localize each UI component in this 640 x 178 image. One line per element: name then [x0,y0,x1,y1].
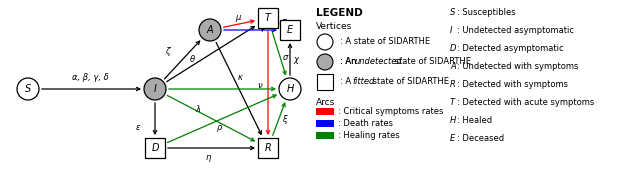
Text: I: I [450,26,452,35]
Circle shape [317,54,333,70]
Text: E: E [450,134,455,143]
Text: H: H [286,84,294,94]
Text: D: D [450,44,456,53]
Text: : Detected with acute symptoms: : Detected with acute symptoms [457,98,595,107]
Text: : Deceased: : Deceased [457,134,504,143]
Text: D: D [151,143,159,153]
Circle shape [144,78,166,100]
Circle shape [317,34,333,50]
Text: κ: κ [237,74,243,82]
Text: : Undetected asymptomatic: : Undetected asymptomatic [457,26,574,35]
Text: E: E [287,25,293,35]
Text: S: S [450,8,456,17]
Bar [316,108,334,115]
Text: : Death rates: : Death rates [338,119,393,127]
Bar [316,132,334,139]
Text: θ: θ [189,56,195,64]
Text: ν: ν [258,80,262,90]
Text: : Undetected with symptoms: : Undetected with symptoms [457,62,579,71]
Text: Arcs: Arcs [316,98,335,107]
Text: : A: : A [340,77,354,87]
Text: χ: χ [294,56,298,64]
Circle shape [199,19,221,41]
Text: : Healed: : Healed [457,116,492,125]
Text: R: R [450,80,456,89]
Text: state of SIDARTHE: state of SIDARTHE [392,57,471,67]
Bar [258,138,278,158]
Text: : An undetected state of SIDARTHE: : An undetected state of SIDARTHE [0,177,1,178]
Text: τ: τ [282,17,287,27]
Text: : Detected asymptomatic: : Detected asymptomatic [457,44,564,53]
Bar [317,74,333,90]
Text: : Detected with symptoms: : Detected with symptoms [457,80,568,89]
Text: ξ: ξ [282,116,286,124]
Text: : An: : An [0,177,1,178]
Text: T: T [265,13,271,23]
Text: ζ: ζ [164,48,169,56]
Text: : Critical symptoms rates: : Critical symptoms rates [338,106,444,116]
Text: : An: : An [340,57,359,67]
Text: I: I [154,84,156,94]
Text: ε: ε [136,122,140,132]
Text: σ: σ [282,53,287,62]
Text: Vertices: Vertices [316,22,352,31]
Text: T: T [450,98,455,107]
Text: A: A [450,62,456,71]
Text: ρ: ρ [218,124,223,132]
Text: η: η [205,153,211,161]
Text: : An: : An [340,57,359,67]
Text: state of SIDARTHE: state of SIDARTHE [370,77,449,87]
Bar [316,120,334,127]
Text: R: R [264,143,271,153]
Bar [280,20,300,40]
Text: : Healing rates: : Healing rates [338,130,400,140]
Text: LEGEND: LEGEND [316,8,363,18]
Circle shape [279,78,301,100]
Text: fitted: fitted [352,77,374,87]
Text: H: H [450,116,456,125]
Text: : Susceptibles: : Susceptibles [457,8,516,17]
Text: S: S [25,84,31,94]
Text: μ: μ [236,14,241,22]
Circle shape [17,78,39,100]
Text: undetected: undetected [355,57,403,67]
Bar [258,8,278,28]
Text: φ: φ [259,23,265,33]
Text: λ: λ [195,106,200,114]
Text: A: A [207,25,213,35]
Text: : A state of SIDARTHE: : A state of SIDARTHE [340,38,430,46]
Bar [145,138,165,158]
Text: α, β, γ, δ: α, β, γ, δ [72,74,108,82]
